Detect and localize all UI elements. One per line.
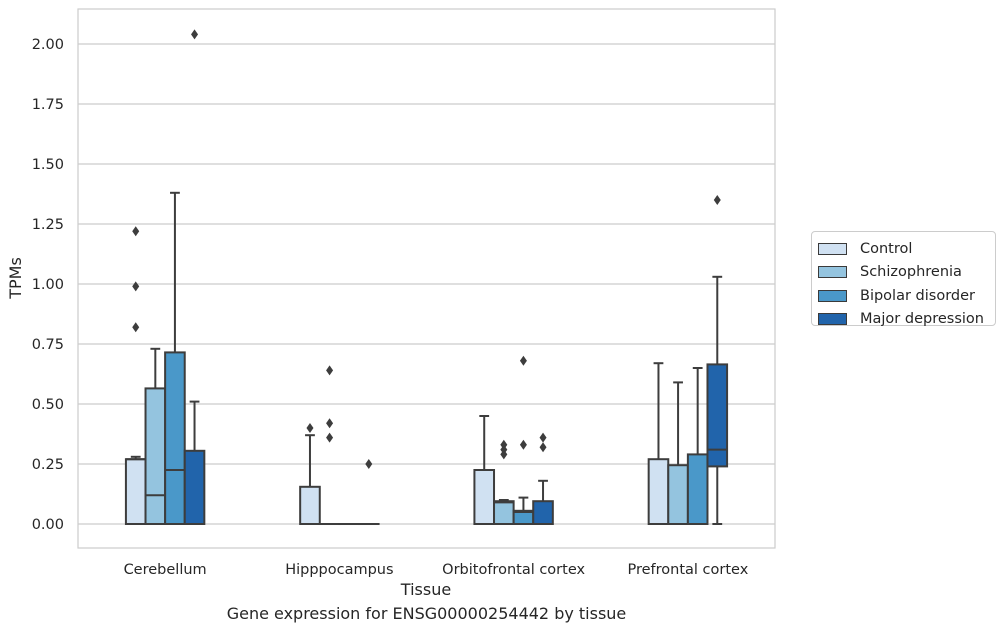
box-schizophrenia <box>318 365 341 526</box>
box-bipolar-disorder <box>512 355 535 525</box>
legend-swatch <box>818 266 847 279</box>
box-schizophrenia <box>144 347 167 525</box>
box-control <box>299 423 321 525</box>
outlier-point <box>326 418 334 429</box>
outlier-point <box>326 432 334 443</box>
box-schizophrenia <box>493 439 515 526</box>
outlier-point <box>132 226 140 237</box>
box-iqr <box>647 458 670 526</box>
y-tick-label: 0.50 <box>32 397 64 413</box>
box-schizophrenia <box>667 381 689 526</box>
box-control <box>124 226 147 526</box>
box-iqr <box>532 500 554 526</box>
outlier-point <box>539 432 547 443</box>
box-iqr <box>183 449 206 525</box>
box-iqr <box>473 469 496 525</box>
legend-label: Bipolar disorder <box>860 287 975 304</box>
box-iqr <box>667 464 689 526</box>
box-iqr <box>144 387 167 525</box>
box-major-depression <box>357 459 380 526</box>
legend-swatch <box>818 289 847 302</box>
y-tick-label: 0.75 <box>32 337 64 353</box>
legend-item: Bipolar disorder <box>818 284 989 308</box>
box-iqr <box>164 351 186 525</box>
legend-label: Control <box>860 240 913 257</box>
box-iqr <box>299 485 321 525</box>
box-iqr <box>686 453 709 525</box>
y-tick-label: 1.75 <box>32 97 64 113</box>
chart-caption: Gene expression for ENSG00000254442 by t… <box>226 604 627 623</box>
plot-area <box>124 29 729 526</box>
x-tick-label: Prefrontal cortex <box>627 562 748 578</box>
outlier-point <box>132 322 140 333</box>
box-iqr <box>706 363 729 468</box>
y-tick-label: 1.25 <box>32 217 64 233</box>
box-control <box>473 415 496 525</box>
legend-item: Major depression <box>818 308 989 332</box>
outlier-point <box>539 442 547 453</box>
legend-swatch <box>818 242 847 255</box>
legend-swatch <box>818 313 847 326</box>
outlier-point <box>132 281 140 292</box>
legend-label: Major depression <box>860 311 984 328</box>
y-tick-label: 2.00 <box>32 37 64 53</box>
outlier-point <box>365 459 373 469</box>
x-tick-label: Orbitofrontal cortex <box>442 562 585 578</box>
x-tick-label: Cerebellum <box>124 562 207 578</box>
box-iqr <box>493 500 515 526</box>
y-axis-label: TPMs <box>6 257 25 300</box>
y-tick-label: 0.00 <box>32 517 64 533</box>
outlier-point <box>500 439 508 450</box>
box-bipolar-disorder <box>686 367 709 525</box>
legend-label: Schizophrenia <box>860 264 962 281</box>
x-axis-label: Tissue <box>400 580 451 599</box>
box-major-depression <box>706 195 729 525</box>
outlier-point <box>713 195 721 205</box>
box-major-depression <box>183 29 206 525</box>
y-tick-label: 0.25 <box>32 457 64 473</box>
outlier-point <box>191 29 199 40</box>
outlier-point <box>326 365 334 376</box>
box-control <box>647 362 670 526</box>
legend-item: Schizophrenia <box>818 261 989 285</box>
y-tick-label: 1.50 <box>32 157 64 173</box>
x-tick-labels: Cerebellum Hipppocampus Orbitofrontal cort… <box>124 562 749 578</box>
box-bipolar-disorder <box>164 191 186 525</box>
outlier-point <box>519 439 527 450</box>
y-tick-labels: 0.00 0.25 0.50 0.75 1.00 1.25 1.50 1.75 2.00 <box>32 37 64 533</box>
x-tick-label: Hipppocampus <box>285 562 393 578</box>
legend-item: Control <box>818 237 989 261</box>
y-tick-label: 1.00 <box>32 277 64 293</box>
box-iqr <box>124 458 147 526</box>
box-major-depression <box>532 432 554 526</box>
axes-frame <box>77 8 776 549</box>
legend: Control Schizophrenia Bipolar disorder Majo… <box>811 231 996 327</box>
outlier-point <box>306 423 314 433</box>
outlier-point <box>519 355 527 366</box>
